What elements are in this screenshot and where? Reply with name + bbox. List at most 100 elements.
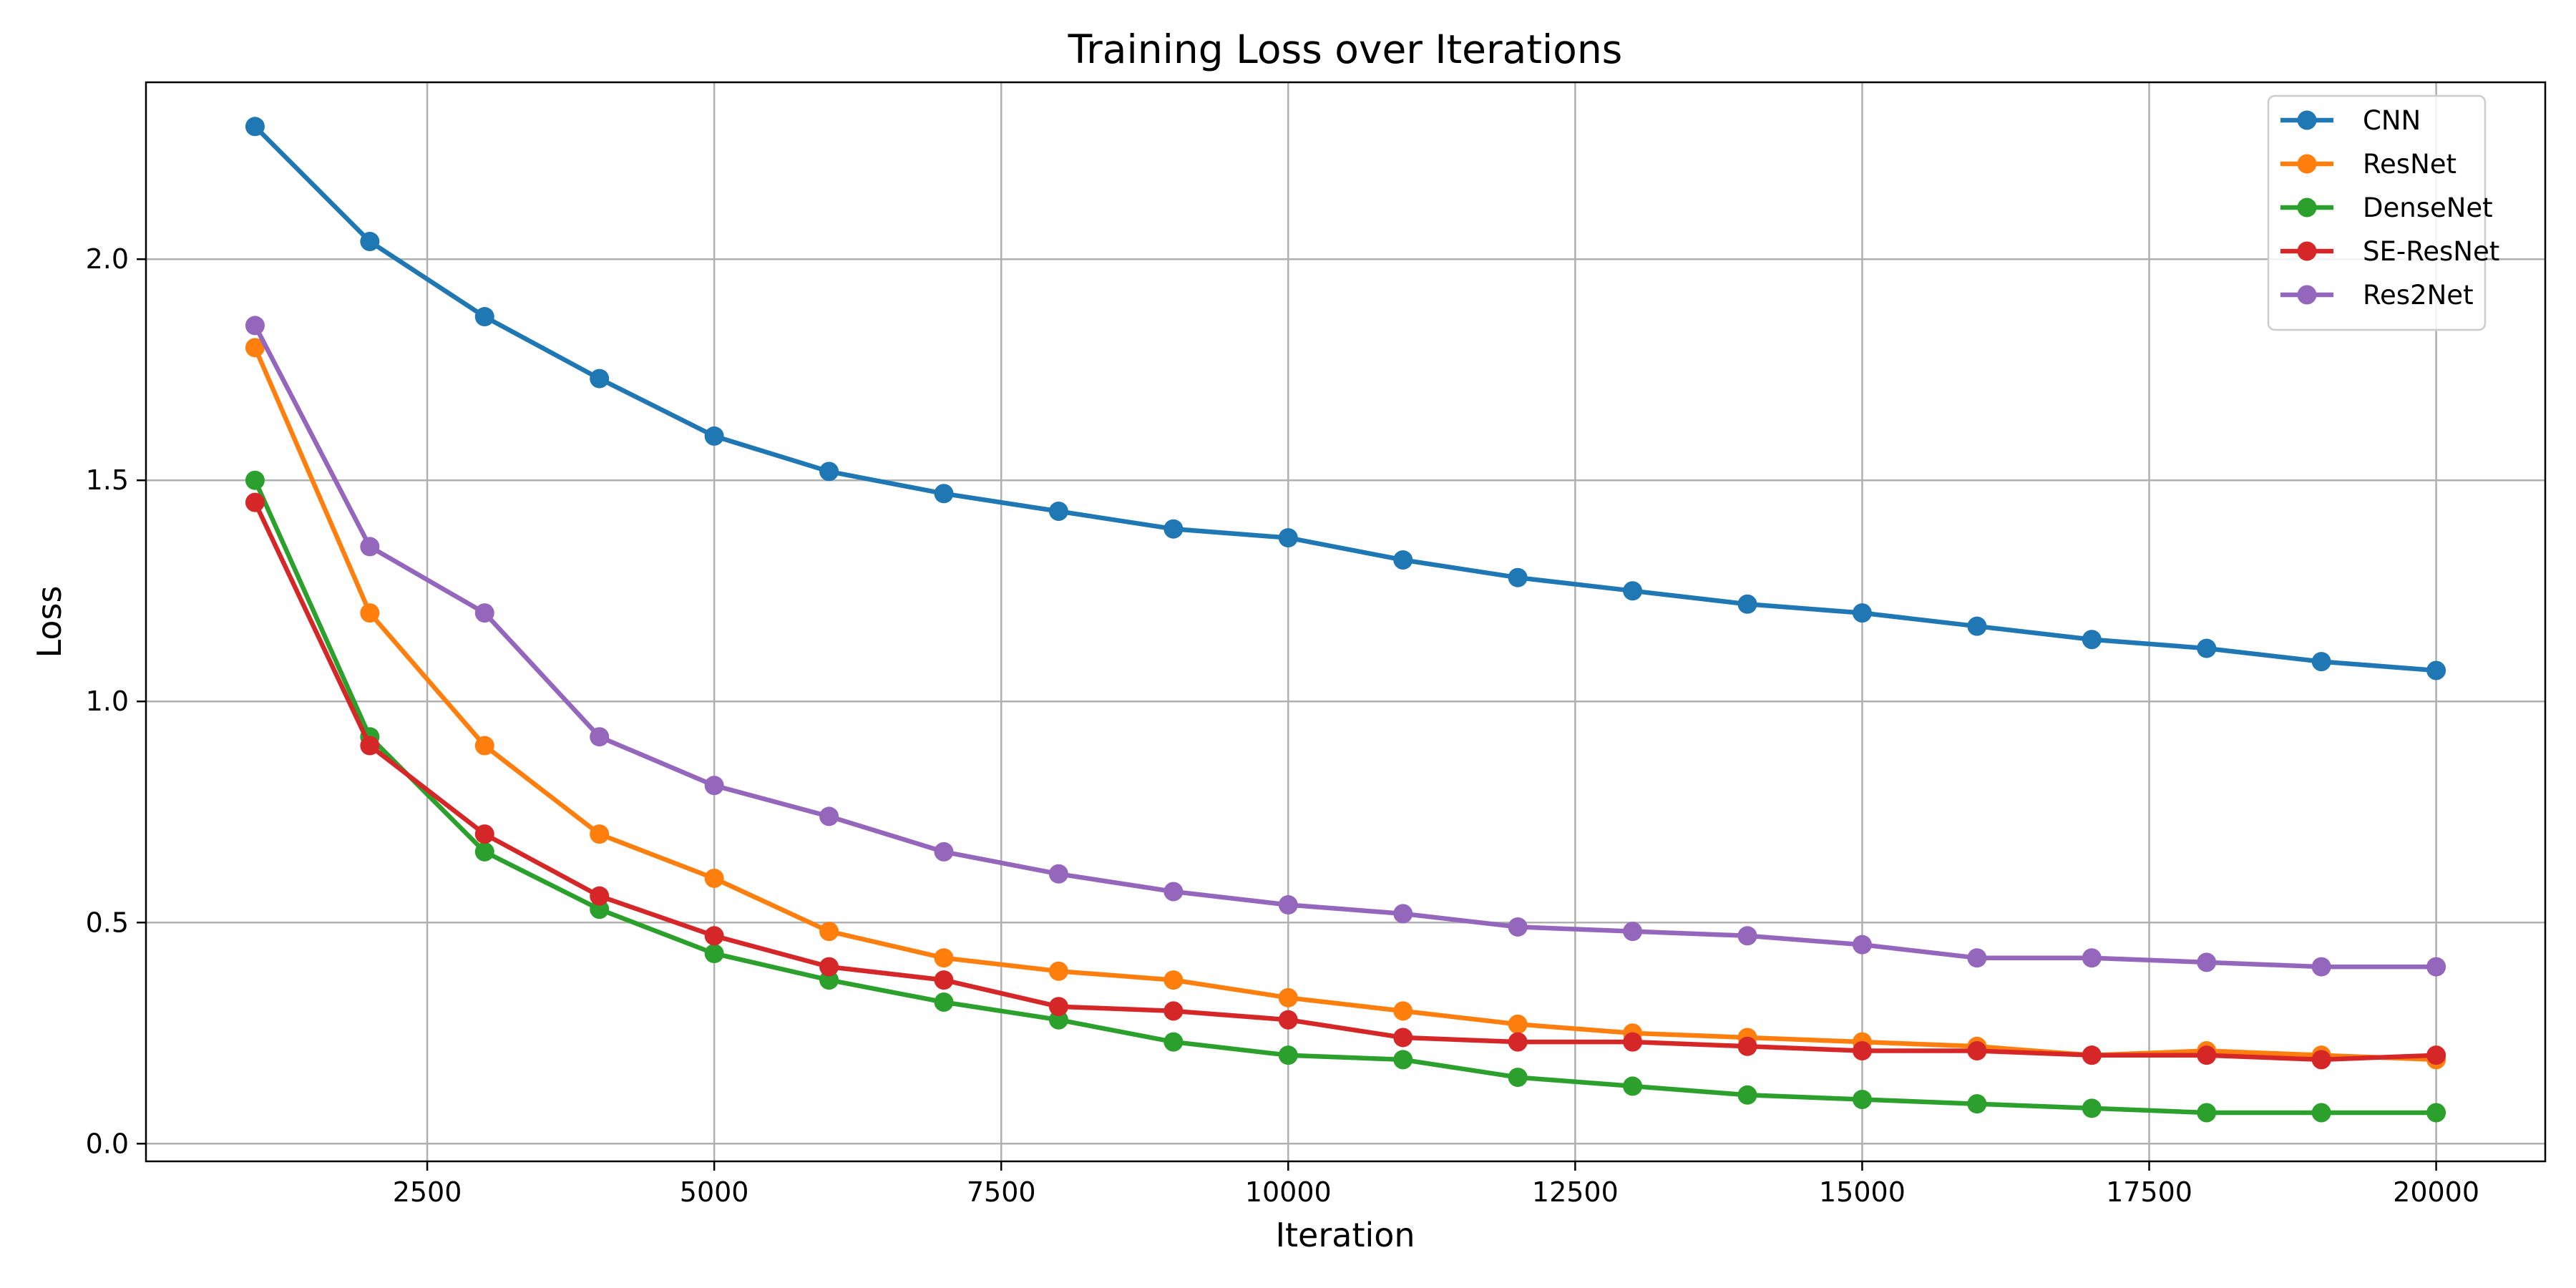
data-point-densenet <box>934 992 954 1013</box>
data-point-densenet <box>704 944 724 964</box>
data-point-se-resnet <box>1393 1028 1413 1048</box>
data-point-res2net <box>819 806 839 826</box>
data-point-se-resnet <box>704 926 724 946</box>
series-layer <box>245 117 2446 1123</box>
data-point-densenet <box>1967 1094 1987 1114</box>
data-point-resnet <box>1048 961 1068 981</box>
x-tick-label: 17500 <box>2106 1176 2192 1208</box>
data-point-res2net <box>2082 948 2102 968</box>
data-point-se-resnet <box>1048 997 1068 1017</box>
data-point-res2net <box>704 776 724 796</box>
data-point-se-resnet <box>1967 1040 1987 1060</box>
series-line-res2net <box>253 323 2439 970</box>
data-point-resnet <box>1393 1001 1413 1021</box>
legend-marker-resnet <box>2297 154 2317 174</box>
y-tick-label: 1.0 <box>86 686 129 717</box>
data-point-resnet <box>819 922 839 942</box>
data-point-se-resnet <box>360 736 380 756</box>
legend-label-densenet: DenseNet <box>2363 192 2493 223</box>
data-point-se-resnet <box>1508 1032 1528 1052</box>
data-point-densenet <box>1508 1068 1528 1088</box>
data-point-resnet <box>590 824 610 844</box>
data-point-cnn <box>819 462 839 482</box>
x-tick-label: 7500 <box>967 1176 1036 1208</box>
data-point-cnn <box>1508 567 1528 587</box>
data-point-resnet <box>474 736 494 756</box>
data-point-cnn <box>245 117 265 137</box>
data-point-densenet <box>1623 1076 1643 1096</box>
data-point-res2net <box>2197 952 2217 972</box>
data-point-se-resnet <box>934 970 954 990</box>
data-point-resnet <box>245 338 265 358</box>
data-point-res2net <box>2426 957 2446 977</box>
legend-marker-se-resnet <box>2297 241 2317 261</box>
series-line-resnet <box>253 345 2439 1063</box>
legend-marker-densenet <box>2297 197 2317 218</box>
data-point-cnn <box>2311 652 2331 672</box>
data-point-se-resnet <box>245 492 265 512</box>
legend-marker-cnn <box>2297 110 2317 130</box>
data-point-res2net <box>2311 957 2331 977</box>
data-point-densenet <box>2311 1103 2331 1123</box>
x-tick-label: 10000 <box>1245 1176 1332 1208</box>
data-point-resnet <box>704 868 724 888</box>
data-point-resnet <box>360 603 380 623</box>
chart-title: Training Loss over Iterations <box>1068 26 1623 72</box>
data-point-cnn <box>1278 528 1298 548</box>
data-point-cnn <box>2197 638 2217 658</box>
data-point-densenet <box>2426 1103 2446 1123</box>
data-point-cnn <box>2082 630 2102 650</box>
legend-label-res2net: Res2Net <box>2363 280 2474 311</box>
x-tick-label: 12500 <box>1532 1176 1619 1208</box>
data-point-cnn <box>1163 519 1184 539</box>
data-point-se-resnet <box>2426 1045 2446 1065</box>
data-point-cnn <box>1623 581 1643 601</box>
legend-label-resnet: ResNet <box>2363 149 2457 180</box>
data-point-resnet <box>1163 970 1184 990</box>
data-point-res2net <box>1967 948 1987 968</box>
x-axis-label: Iteration <box>1275 1216 1415 1254</box>
data-point-se-resnet <box>2197 1045 2217 1065</box>
data-point-se-resnet <box>2311 1050 2331 1070</box>
series-res2net <box>245 316 2446 977</box>
data-point-cnn <box>1852 603 1872 623</box>
data-point-res2net <box>1163 882 1184 902</box>
data-point-densenet <box>1393 1050 1413 1070</box>
data-point-densenet <box>1278 1045 1298 1065</box>
data-point-cnn <box>360 231 380 251</box>
x-tick-label: 2500 <box>393 1176 462 1208</box>
series-cnn <box>245 117 2446 680</box>
data-point-densenet <box>819 970 839 990</box>
data-point-se-resnet <box>1163 1001 1184 1021</box>
data-point-densenet <box>1852 1089 1872 1109</box>
data-point-se-resnet <box>590 886 610 906</box>
data-point-cnn <box>704 426 724 446</box>
series-line-se-resnet <box>253 499 2439 1063</box>
data-point-densenet <box>2197 1103 2217 1123</box>
data-point-cnn <box>474 307 494 327</box>
y-tick-label: 0.0 <box>86 1128 129 1159</box>
data-point-res2net <box>1623 922 1643 942</box>
data-point-se-resnet <box>1852 1040 1872 1060</box>
data-point-resnet <box>1278 987 1298 1008</box>
data-point-resnet <box>1508 1014 1528 1034</box>
data-point-res2net <box>934 841 954 862</box>
data-point-res2net <box>245 316 265 336</box>
data-point-densenet <box>1048 1010 1068 1030</box>
data-point-cnn <box>1048 501 1068 521</box>
data-point-cnn <box>1393 550 1413 570</box>
axis-ticks: 2500 5000 7500 10000 12500 15000 17500 20000 0.0… <box>86 243 2479 1208</box>
data-point-densenet <box>1163 1032 1184 1052</box>
y-tick-label: 2.0 <box>86 243 129 275</box>
data-point-se-resnet <box>1737 1036 1757 1056</box>
data-point-se-resnet <box>1623 1032 1643 1052</box>
data-point-se-resnet <box>819 957 839 977</box>
series-se-resnet <box>245 492 2446 1070</box>
data-point-se-resnet <box>1278 1010 1298 1030</box>
series-line-cnn <box>253 124 2439 673</box>
data-point-resnet <box>934 948 954 968</box>
plot-frame <box>145 81 2547 1163</box>
data-point-res2net <box>1048 864 1068 884</box>
data-point-se-resnet <box>474 824 494 844</box>
